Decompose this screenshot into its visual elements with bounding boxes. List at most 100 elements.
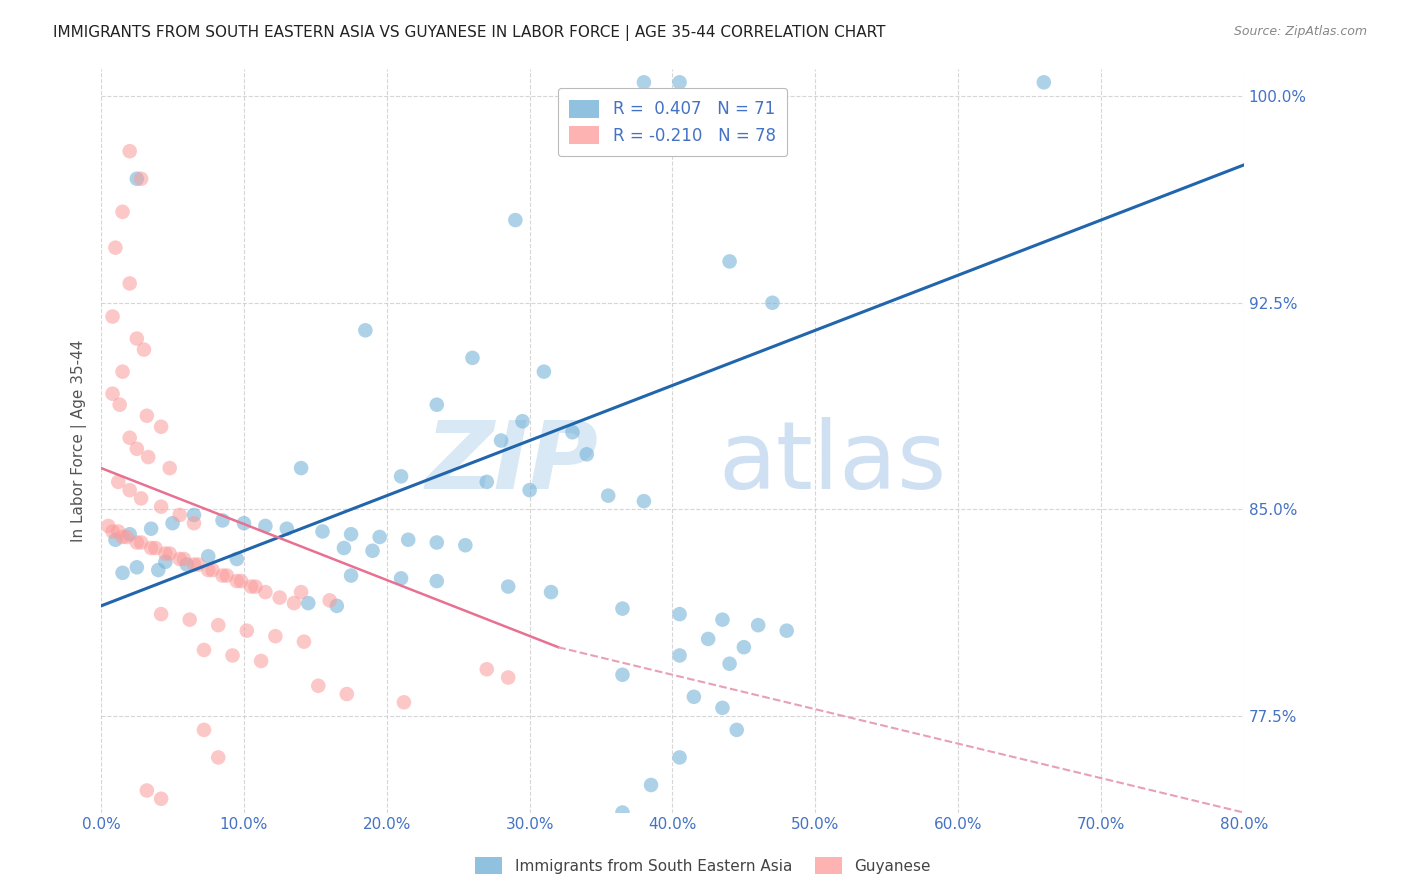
Point	[254, 519, 277, 533]
Point	[240, 580, 263, 594]
Point	[392, 695, 415, 709]
Point	[173, 552, 195, 566]
Point	[125, 171, 148, 186]
Point	[290, 585, 312, 599]
Point	[292, 634, 315, 648]
Point	[225, 552, 247, 566]
Point	[125, 332, 148, 346]
Point	[426, 574, 449, 588]
Point	[229, 574, 252, 588]
Text: IMMIGRANTS FROM SOUTH EASTERN ASIA VS GUYANESE IN LABOR FORCE | AGE 35-44 CORREL: IMMIGRANTS FROM SOUTH EASTERN ASIA VS GU…	[53, 25, 886, 41]
Point	[264, 629, 287, 643]
Point	[389, 469, 412, 483]
Point	[139, 522, 162, 536]
Point	[496, 671, 519, 685]
Point	[111, 530, 134, 544]
Point	[215, 568, 238, 582]
Point	[512, 414, 534, 428]
Point	[211, 513, 233, 527]
Point	[761, 295, 783, 310]
Point	[129, 171, 152, 186]
Point	[668, 75, 690, 89]
Point	[225, 574, 247, 588]
Point	[101, 874, 124, 888]
Point	[683, 690, 706, 704]
Point	[396, 533, 419, 547]
Point	[1289, 75, 1312, 89]
Point	[454, 538, 477, 552]
Point	[176, 558, 198, 572]
Point	[361, 543, 384, 558]
Point	[697, 632, 720, 646]
Point	[333, 541, 356, 555]
Point	[155, 555, 177, 569]
Point	[97, 519, 120, 533]
Point	[633, 494, 655, 508]
Point	[633, 75, 655, 89]
Point	[125, 560, 148, 574]
Point	[519, 483, 541, 497]
Point	[187, 558, 209, 572]
Point	[307, 679, 329, 693]
Legend: R =  0.407   N = 71, R = -0.210   N = 78: R = 0.407 N = 71, R = -0.210 N = 78	[558, 88, 787, 156]
Point	[197, 563, 219, 577]
Point	[183, 558, 205, 572]
Point	[111, 566, 134, 580]
Text: ZIP: ZIP	[425, 417, 598, 508]
Point	[118, 833, 141, 847]
Point	[250, 654, 273, 668]
Point	[245, 580, 267, 594]
Point	[169, 552, 191, 566]
Point	[1032, 75, 1054, 89]
Point	[311, 524, 333, 539]
Point	[389, 571, 412, 585]
Point	[540, 585, 562, 599]
Point	[575, 833, 598, 847]
Point	[718, 254, 741, 268]
Point	[426, 398, 449, 412]
Point	[326, 599, 349, 613]
Point	[118, 483, 141, 497]
Point	[169, 508, 191, 522]
Point	[150, 791, 173, 805]
Point	[561, 425, 583, 440]
Point	[118, 431, 141, 445]
Point	[107, 524, 129, 539]
Point	[297, 596, 319, 610]
Point	[207, 750, 229, 764]
Point	[101, 386, 124, 401]
Point	[183, 508, 205, 522]
Point	[139, 541, 162, 555]
Point	[276, 522, 298, 536]
Point	[101, 524, 124, 539]
Point	[125, 535, 148, 549]
Point	[254, 585, 277, 599]
Point	[340, 568, 363, 582]
Point	[159, 547, 181, 561]
Point	[221, 648, 243, 663]
Point	[150, 419, 173, 434]
Point	[612, 601, 634, 615]
Point	[733, 640, 755, 655]
Point	[207, 618, 229, 632]
Point	[668, 750, 690, 764]
Text: atlas: atlas	[718, 417, 946, 508]
Point	[183, 516, 205, 531]
Point	[108, 398, 131, 412]
Point	[129, 535, 152, 549]
Point	[489, 434, 512, 448]
Point	[711, 613, 734, 627]
Y-axis label: In Labor Force | Age 35-44: In Labor Force | Age 35-44	[72, 339, 87, 541]
Point	[318, 593, 340, 607]
Point	[233, 516, 256, 531]
Point	[598, 489, 620, 503]
Point	[575, 447, 598, 461]
Point	[115, 530, 138, 544]
Point	[475, 475, 498, 489]
Text: Source: ZipAtlas.com: Source: ZipAtlas.com	[1233, 25, 1367, 38]
Point	[776, 624, 799, 638]
Point	[179, 613, 201, 627]
Point	[118, 527, 141, 541]
Point	[426, 535, 449, 549]
Point	[125, 442, 148, 456]
